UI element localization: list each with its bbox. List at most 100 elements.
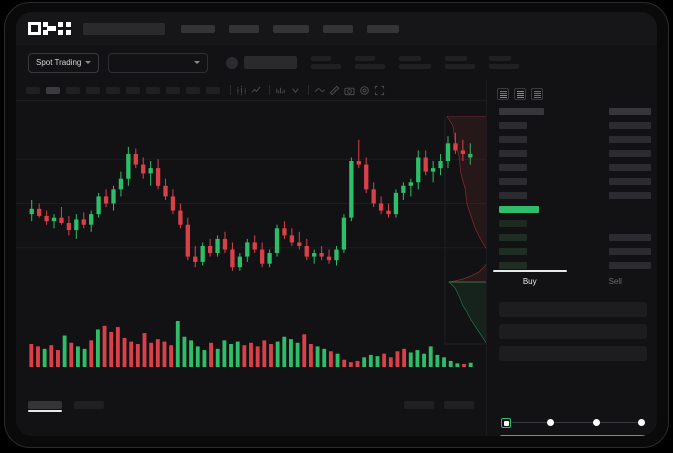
volume-bar	[308, 344, 313, 367]
trading-pair-select[interactable]	[108, 52, 209, 73]
nav-item-1[interactable]	[229, 24, 259, 33]
compare-icon[interactable]	[289, 84, 302, 97]
timeframe-button-7[interactable]	[166, 86, 180, 94]
candle-body	[378, 203, 384, 211]
nav-item-2[interactable]	[273, 24, 309, 33]
candle-body	[453, 143, 458, 151]
tab-sell[interactable]: Sell	[573, 270, 658, 292]
orderbook-header-left[interactable]	[499, 108, 544, 115]
orderbook-bid-size[interactable]	[499, 220, 527, 227]
tab-buy[interactable]: Buy	[487, 270, 573, 292]
candlestick-chart-icon[interactable]	[235, 84, 248, 97]
trendline-icon[interactable]	[313, 84, 326, 97]
ticker-stat-1	[355, 56, 386, 69]
candle-body	[319, 253, 324, 257]
candle-body	[408, 182, 413, 186]
orderbook-ask-price[interactable]	[609, 192, 651, 199]
volume-bar	[269, 344, 273, 367]
bottom-tab-0[interactable]	[28, 401, 62, 409]
orderbook-ask-size[interactable]	[499, 122, 527, 129]
slider-handle[interactable]	[501, 418, 511, 428]
orderbook-bid-size[interactable]	[499, 234, 527, 241]
timeframe-button-6[interactable]	[146, 86, 160, 94]
volume-bar	[182, 336, 187, 367]
orderbook-ask-price[interactable]	[609, 164, 651, 171]
order-amount-slider[interactable]	[501, 418, 647, 428]
trading-mode-label: Spot Trading	[36, 58, 82, 67]
nav-item-3[interactable]	[323, 24, 353, 33]
fullscreen-icon[interactable]	[373, 84, 386, 97]
orderbook-ask-price[interactable]	[609, 136, 651, 143]
orderbook-ask-size[interactable]	[499, 150, 527, 157]
candle-body	[133, 153, 138, 165]
orderbook-bid-size[interactable]	[499, 262, 527, 269]
nav-item-0[interactable]	[181, 24, 215, 33]
candle-body	[96, 196, 101, 215]
orderbook-mode-toggles	[487, 80, 657, 100]
orderbook-mode-asks-icon[interactable]	[531, 88, 543, 100]
volume-bar	[235, 341, 240, 367]
ticker-stat-2	[399, 56, 432, 69]
top-navigation-bar	[16, 12, 657, 45]
indicators-icon[interactable]	[274, 84, 287, 97]
bottom-tab-1[interactable]	[74, 401, 104, 409]
candlestick-series	[16, 132, 486, 271]
orderbook-ask-size[interactable]	[499, 164, 527, 171]
orderbook-bid-size[interactable]	[499, 248, 527, 255]
volume-bar	[362, 357, 367, 367]
timeframe-button-9[interactable]	[206, 86, 220, 94]
settings-gear-icon[interactable]	[358, 84, 371, 97]
ticker-stat-value	[311, 64, 342, 69]
volume-bar	[342, 359, 347, 367]
candle-body	[207, 245, 213, 254]
price-chart[interactable]	[16, 101, 486, 389]
global-search-input[interactable]	[83, 22, 165, 35]
order-field-0[interactable]	[499, 302, 647, 317]
order-field-1[interactable]	[499, 324, 647, 339]
coin-avatar	[226, 56, 239, 69]
slider-stop-2[interactable]	[592, 419, 600, 426]
bottom-action-1[interactable]	[404, 401, 434, 409]
slider-stop-1[interactable]	[547, 419, 555, 426]
ticker-stat-value	[399, 64, 432, 69]
timeframe-button-1[interactable]	[46, 86, 60, 94]
candle-body	[118, 178, 124, 190]
candle-body	[74, 219, 79, 231]
orderbook-header-right[interactable]	[609, 108, 651, 115]
orderbook-bid-price[interactable]	[609, 234, 651, 241]
bottom-action-0[interactable]	[444, 401, 474, 409]
timeframe-button-4[interactable]	[106, 86, 120, 94]
volume-bar	[42, 348, 47, 367]
timeframe-button-2[interactable]	[66, 86, 80, 94]
line-chart-icon[interactable]	[250, 84, 263, 97]
ruler-icon[interactable]	[328, 84, 341, 97]
orderbook-mode-both-icon[interactable]	[497, 88, 509, 100]
orderbook-ask-price[interactable]	[609, 150, 651, 157]
slider-stop-3[interactable]	[638, 419, 645, 426]
okx-logo[interactable]	[28, 22, 71, 35]
ticker-stat-label	[399, 56, 422, 61]
timeframe-button-0[interactable]	[26, 86, 40, 94]
timeframe-button-8[interactable]	[186, 86, 200, 94]
orderbook-ask-price[interactable]	[609, 178, 651, 185]
order-field-2[interactable]	[499, 346, 647, 361]
orderbook-ask-size[interactable]	[499, 192, 527, 199]
orderbook-bid-price[interactable]	[609, 248, 651, 255]
orderbook-bid-price[interactable]	[609, 262, 651, 269]
submit-buy-button[interactable]	[499, 435, 647, 436]
nav-item-4[interactable]	[367, 24, 399, 33]
orderbook-ask-price[interactable]	[609, 122, 651, 129]
volume-bar	[169, 345, 174, 367]
timeframe-button-5[interactable]	[126, 86, 140, 94]
candle-body	[89, 214, 94, 225]
volume-bar	[122, 337, 127, 367]
timeframe-button-3[interactable]	[86, 86, 100, 94]
orderbook-ask-size[interactable]	[499, 136, 527, 143]
camera-icon[interactable]	[343, 84, 356, 97]
orderbook-mode-bids-icon[interactable]	[514, 88, 526, 100]
trading-mode-select[interactable]: Spot Trading	[28, 52, 100, 73]
ticker-stats	[297, 56, 520, 69]
orderbook-ask-size[interactable]	[499, 178, 527, 185]
orderbook-spread-highlight[interactable]	[499, 206, 539, 213]
volume-bar	[295, 342, 300, 367]
